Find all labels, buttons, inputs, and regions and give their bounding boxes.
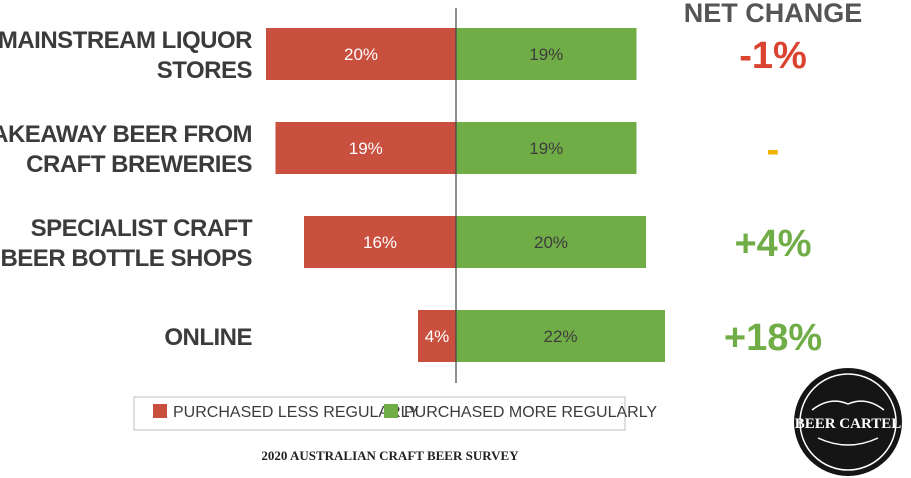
category-label-0-1: STORES bbox=[157, 57, 253, 84]
net-change-title: NET CHANGE bbox=[684, 0, 863, 28]
legend-label-more: PURCHASED MORE REGULARLY bbox=[404, 404, 657, 421]
net-change-values: -1% - +4% +18% bbox=[724, 35, 822, 359]
legend: PURCHASED LESS REGULARLY PURCHASED MORE … bbox=[133, 396, 657, 431]
legend-label-less: PURCHASED LESS REGULARLY bbox=[173, 404, 419, 421]
data-label-less-2: 16% bbox=[363, 233, 397, 252]
data-label-less-1: 19% bbox=[349, 139, 383, 158]
data-label-less-0: 20% bbox=[344, 45, 378, 64]
category-label-1-1: CRAFT BREWERIES bbox=[26, 151, 252, 178]
logo-text: BEER CARTEL bbox=[795, 416, 902, 432]
data-label-less-3: 4% bbox=[425, 327, 450, 346]
data-label-more-0: 19% bbox=[529, 45, 563, 64]
legend-swatch-more bbox=[384, 404, 398, 418]
category-label-3-0: ONLINE bbox=[164, 324, 252, 351]
bar-more-1 bbox=[456, 122, 637, 174]
data-label-more-1: 19% bbox=[529, 139, 563, 158]
bar-less-2 bbox=[304, 216, 456, 268]
data-label-more-3: 22% bbox=[543, 327, 577, 346]
bar-more-3 bbox=[456, 310, 665, 362]
net-change-value-2: +4% bbox=[734, 223, 811, 265]
category-label-2-1: BEER BOTTLE SHOPS bbox=[0, 245, 252, 272]
net-change-value-0: -1% bbox=[739, 35, 807, 77]
bars-group: 20% 19% 19% 19% 16% 20% 4% 22% bbox=[266, 28, 665, 362]
footer-caption: 2020 AUSTRALIAN CRAFT BEER SURVEY bbox=[261, 448, 519, 463]
bar-less-3 bbox=[418, 310, 456, 362]
category-label-0-0: MAINSTREAM LIQUOR bbox=[0, 27, 252, 54]
net-change-value-1: - bbox=[767, 129, 780, 171]
bar-more-2 bbox=[456, 216, 646, 268]
bar-less-1 bbox=[275, 122, 456, 174]
data-label-more-2: 20% bbox=[534, 233, 568, 252]
net-change-value-3: +18% bbox=[724, 317, 822, 359]
category-label-1-0: TAKEAWAY BEER FROM bbox=[0, 121, 252, 148]
beer-cartel-logo: BEER CARTEL bbox=[794, 368, 902, 476]
bar-more-0 bbox=[456, 28, 637, 80]
legend-swatch-less bbox=[153, 404, 167, 418]
category-label-2-0: SPECIALIST CRAFT bbox=[31, 215, 253, 242]
bar-less-0 bbox=[266, 28, 456, 80]
category-labels: MAINSTREAM LIQUOR STORES TAKEAWAY BEER FRO… bbox=[0, 27, 253, 351]
